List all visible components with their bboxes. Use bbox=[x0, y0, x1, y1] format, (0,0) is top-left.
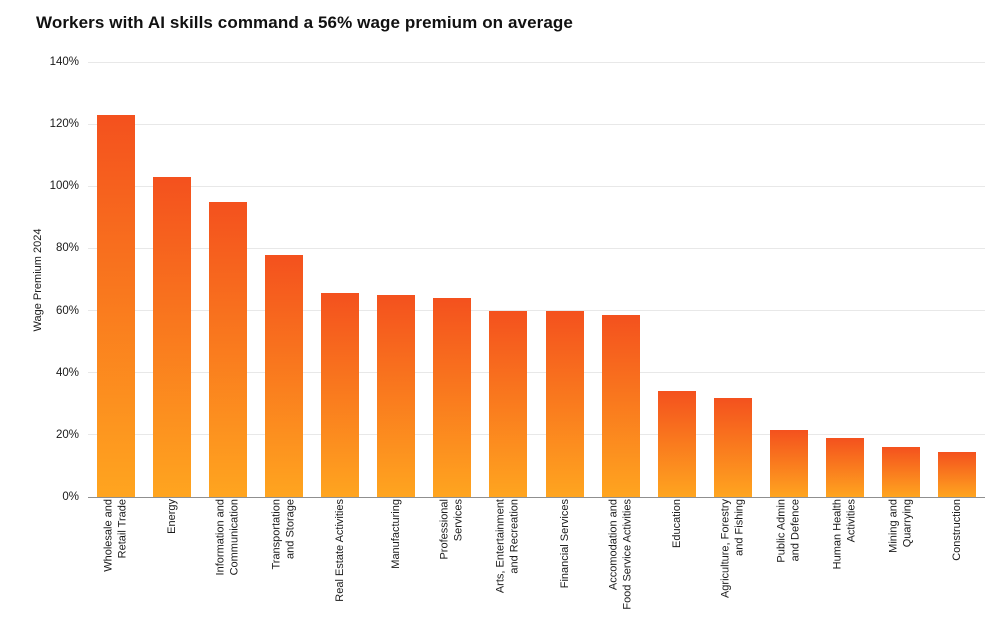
bar-cell bbox=[368, 62, 424, 497]
x-tick-label: Agriculture, Forestry and Fishing bbox=[719, 499, 746, 599]
bar bbox=[881, 447, 920, 497]
x-label-cell: Professional Services bbox=[424, 497, 480, 637]
gridline: 20% bbox=[56, 429, 985, 441]
x-label-cell: Construction bbox=[929, 497, 985, 637]
bar-cell bbox=[537, 62, 593, 497]
x-tick-label: Real Estate Activities bbox=[334, 499, 347, 602]
bar bbox=[769, 430, 808, 497]
gridline: 60% bbox=[56, 305, 985, 317]
y-tick-label: 140% bbox=[49, 56, 79, 68]
gridline: 80% bbox=[56, 242, 985, 254]
x-tick-label: Public Admin and Defence bbox=[775, 499, 802, 563]
bar bbox=[377, 295, 416, 497]
gridline: 100% bbox=[50, 180, 985, 192]
x-label-cell: Education bbox=[649, 497, 705, 637]
x-label-cell: Information and Communication bbox=[200, 497, 256, 637]
bar bbox=[825, 437, 864, 497]
x-tick-label: Human Health Activities bbox=[831, 499, 858, 570]
bar bbox=[937, 451, 976, 497]
bar-cell bbox=[200, 62, 256, 497]
bar-cell bbox=[705, 62, 761, 497]
y-tick-label: 40% bbox=[55, 366, 79, 379]
plot-area: 0% 20% 40% 60% 80% 100% 120% 140% bbox=[50, 56, 985, 503]
gridline: 140% bbox=[50, 56, 985, 68]
y-axis-title: Wage Premium 2024 bbox=[32, 228, 44, 332]
bar-cell bbox=[817, 62, 873, 497]
bar-cell bbox=[873, 62, 929, 497]
bar-cell bbox=[88, 62, 144, 497]
bar-cell bbox=[929, 62, 985, 497]
bar-cell bbox=[256, 62, 312, 497]
chart-title: Workers with AI skills command a 56% wag… bbox=[36, 13, 573, 32]
x-label-cell: Mining and Quarrying bbox=[873, 497, 929, 637]
x-label-cell: Wholesale and Retail Trade bbox=[88, 497, 144, 637]
x-tick-label: Financial Services bbox=[558, 499, 571, 589]
x-tick-label: Mining and Quarrying bbox=[887, 499, 914, 553]
x-label-cell: Agriculture, Forestry and Fishing bbox=[705, 497, 761, 637]
x-label-cell: Arts, Entertainment and Recreation bbox=[480, 497, 536, 637]
bar bbox=[545, 310, 584, 497]
x-label-cell: Manufacturing bbox=[368, 497, 424, 637]
bar-cell bbox=[593, 62, 649, 497]
y-tick-label: 100% bbox=[49, 180, 79, 193]
bar bbox=[97, 114, 136, 497]
x-label-cell: Real Estate Activities bbox=[312, 497, 368, 637]
bar bbox=[209, 201, 248, 497]
bar bbox=[153, 176, 192, 497]
x-tick-label: Accomodation and Food Service Activities bbox=[607, 499, 634, 610]
y-tick-label: 80% bbox=[55, 242, 79, 255]
bar-cell bbox=[144, 62, 200, 497]
bar-cell bbox=[312, 62, 368, 497]
y-tick-label: 20% bbox=[55, 428, 79, 441]
y-tick-label: 120% bbox=[49, 118, 79, 131]
x-tick-label: Information and Communication bbox=[214, 499, 242, 576]
x-tick-label: Energy bbox=[165, 499, 178, 534]
x-tick-label: Manufacturing bbox=[390, 499, 403, 569]
x-tick-label: Transportation and Storage bbox=[270, 499, 298, 570]
x-label-cell: Public Admin and Defence bbox=[761, 497, 817, 637]
x-label-cell: Energy bbox=[144, 497, 200, 637]
bar-cell bbox=[480, 62, 536, 497]
x-axis-line: 0% bbox=[62, 491, 985, 503]
bar-cell bbox=[649, 62, 705, 497]
x-tick-label: Arts, Entertainment and Recreation bbox=[495, 499, 522, 594]
bar bbox=[657, 391, 696, 497]
y-tick-label: 60% bbox=[55, 304, 79, 317]
bar-cell bbox=[761, 62, 817, 497]
bars-group bbox=[88, 62, 985, 497]
gridline: 40% bbox=[56, 367, 985, 379]
x-label-cell: Human Health Activities bbox=[817, 497, 873, 637]
x-tick-label: Construction bbox=[950, 499, 963, 561]
x-tick-label: Professional Services bbox=[439, 499, 466, 560]
x-label-cell: Transportation and Storage bbox=[256, 497, 312, 637]
bar bbox=[265, 254, 304, 497]
y-tick-label: 0% bbox=[62, 491, 79, 503]
bar bbox=[321, 293, 360, 497]
bar bbox=[601, 315, 640, 497]
bar bbox=[489, 310, 528, 497]
bar bbox=[713, 397, 752, 497]
x-tick-label: Education bbox=[670, 499, 683, 548]
x-label-cell: Accomodation and Food Service Activities bbox=[593, 497, 649, 637]
x-tick-label: Wholesale and Retail Trade bbox=[102, 499, 130, 572]
bar bbox=[433, 298, 472, 497]
gridline: 120% bbox=[50, 118, 985, 130]
x-axis-labels: Wholesale and Retail Trade Energy Informat… bbox=[88, 497, 985, 637]
bar-cell bbox=[424, 62, 480, 497]
x-label-cell: Financial Services bbox=[537, 497, 593, 637]
